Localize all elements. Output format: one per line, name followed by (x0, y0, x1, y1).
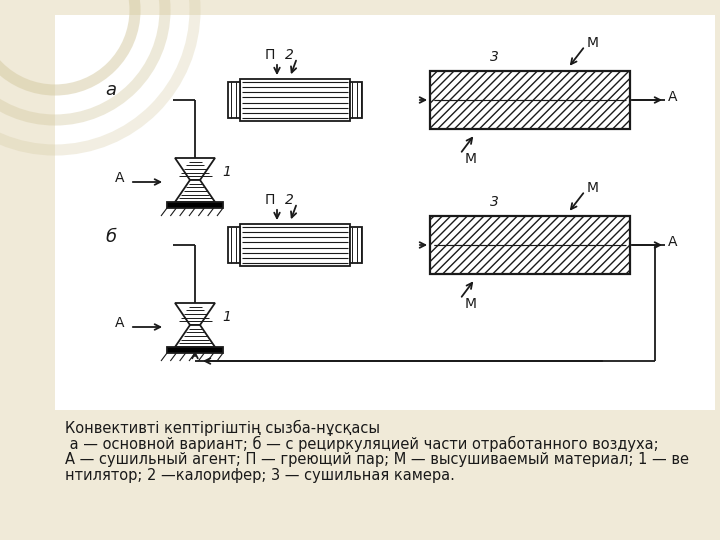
Polygon shape (175, 303, 215, 325)
Bar (228, 227, 240, 263)
Polygon shape (175, 180, 215, 202)
Text: 3: 3 (490, 50, 499, 64)
Bar (350, 82, 362, 118)
Text: М: М (465, 152, 477, 166)
Text: П: П (265, 48, 275, 62)
Bar (430, 216, 630, 274)
Text: а: а (105, 81, 116, 99)
Bar (167, 347, 223, 353)
Text: М: М (587, 181, 599, 195)
Polygon shape (175, 158, 215, 180)
Bar (430, 71, 630, 129)
Text: нтилятор; 2 —калорифер; 3 — сушильная камера.: нтилятор; 2 —калорифер; 3 — сушильная ка… (65, 468, 455, 483)
Text: М: М (465, 297, 477, 311)
Text: 3: 3 (490, 195, 499, 209)
Text: П: П (265, 193, 275, 207)
Text: Конвективті кептіргіштің сызба-нұсқасы: Конвективті кептіргіштің сызба-нұсқасы (65, 420, 380, 436)
Text: М: М (587, 36, 599, 50)
Text: б: б (105, 228, 116, 246)
Bar (430, 71, 630, 129)
Text: А: А (668, 235, 678, 249)
Text: А — сушильный агент; П — греющий пар; М — высушиваемый материал; 1 — ве: А — сушильный агент; П — греющий пар; М … (65, 452, 689, 467)
Bar (55, 15, 715, 410)
Bar (240, 224, 350, 266)
Bar (228, 82, 240, 118)
Text: 2: 2 (285, 48, 294, 62)
Text: 2: 2 (285, 193, 294, 207)
Bar (240, 79, 350, 121)
Bar (167, 202, 223, 208)
Bar (350, 227, 362, 263)
Text: 1: 1 (222, 165, 231, 179)
Text: А: А (668, 90, 678, 104)
Text: А: А (115, 316, 125, 330)
Text: А: А (115, 171, 125, 185)
Polygon shape (175, 325, 215, 347)
Text: 1: 1 (222, 310, 231, 324)
Bar (430, 216, 630, 274)
Text: а — основной вариант; б — с рециркуляцией части отработанного воздуха;: а — основной вариант; б — с рециркуляцие… (65, 436, 659, 452)
